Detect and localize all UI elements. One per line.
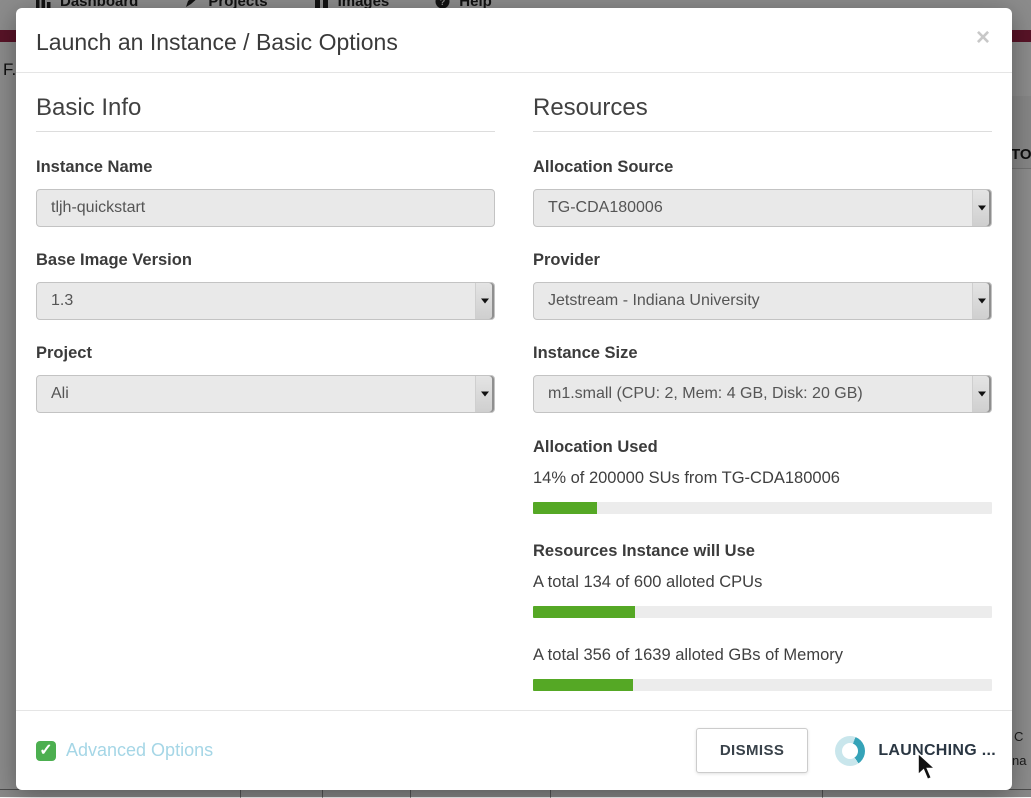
section-heading-resources: Resources [533,94,992,132]
modal-footer: ✓ Advanced Options DISMISS LAUNCHING ... [16,710,1012,790]
section-heading-basic-info: Basic Info [36,94,495,132]
nav-item-projects[interactable]: Projects [184,0,268,10]
background-panel-edge [1008,96,1031,169]
allocation-source-label: Allocation Source [533,158,674,176]
provider-select[interactable]: Jetstream - Indiana University [533,282,992,320]
loading-spinner-icon [835,735,866,766]
nav-item-label: Images [337,0,390,10]
images-icon [314,0,329,9]
allocation-source-select[interactable]: TG-CDA180006 [533,189,992,227]
background-text-fragment: TO [1011,146,1031,163]
nav-item-label: Dashboard [60,0,139,10]
chevron-down-icon [972,283,991,319]
background-text-fragment: na [1012,753,1027,768]
provider-label: Provider [533,251,600,269]
launch-instance-modal: Launch an Instance / Basic Options × Bas… [16,8,1012,790]
launching-button[interactable]: LAUNCHING ... [835,735,996,766]
nav-item-help[interactable]: ? Help [435,0,492,10]
pencil-icon [184,0,199,9]
modal-header: Launch an Instance / Basic Options × [16,8,1012,73]
nav-item-dashboard[interactable]: Dashboard [36,0,138,10]
basic-info-section: Basic Info Instance Name tljh-quickstart… [36,94,495,719]
modal-title: Launch an Instance / Basic Options [36,29,398,55]
nav-item-label: Projects [208,0,268,10]
base-image-version-select[interactable]: 1.3 [36,282,495,320]
base-image-version-label: Base Image Version [36,251,192,269]
allocation-used-text: 14% of 200000 SUs from TG-CDA180006 [533,469,840,487]
background-text-fragment: C [1014,729,1024,744]
progress-fill [533,679,633,691]
allocation-used-progressbar [533,502,992,514]
cpu-usage-text: A total 134 of 600 alloted CPUs [533,573,763,591]
advanced-options-link[interactable]: ✓ Advanced Options [36,740,213,761]
chevron-down-icon [972,376,991,412]
svg-text:?: ? [440,0,446,7]
background-text-fragment: F. [3,60,17,79]
project-select[interactable]: Ali [36,375,495,413]
chevron-down-icon [972,190,991,226]
memory-usage-text: A total 356 of 1639 alloted GBs of Memor… [533,646,844,664]
progress-fill [533,606,636,618]
help-circle-icon: ? [435,0,450,9]
resources-section: Resources Allocation Source TG-CDA180006… [533,94,992,719]
instance-name-input[interactable]: tljh-quickstart [36,189,495,227]
instance-name-label: Instance Name [36,158,153,176]
bar-chart-icon [36,0,51,9]
dismiss-button[interactable]: DISMISS [695,728,809,773]
nav-item-label: Help [459,0,492,10]
allocation-used-heading: Allocation Used [533,438,658,456]
instance-usage-heading: Resources Instance will Use [533,542,755,560]
check-square-icon: ✓ [36,740,56,761]
close-icon[interactable]: × [975,24,990,51]
cpu-usage-progressbar [533,606,992,618]
chevron-down-icon [475,283,494,319]
advanced-options-label: Advanced Options [66,740,214,760]
launching-label: LAUNCHING ... [878,741,996,759]
progress-fill [533,502,598,514]
memory-usage-progressbar [533,679,992,691]
instance-size-label: Instance Size [533,344,638,362]
instance-size-select[interactable]: m1.small (CPU: 2, Mem: 4 GB, Disk: 20 GB… [533,375,992,413]
nav-item-images[interactable]: Images [314,0,390,10]
chevron-down-icon [475,376,494,412]
project-label: Project [36,344,92,362]
